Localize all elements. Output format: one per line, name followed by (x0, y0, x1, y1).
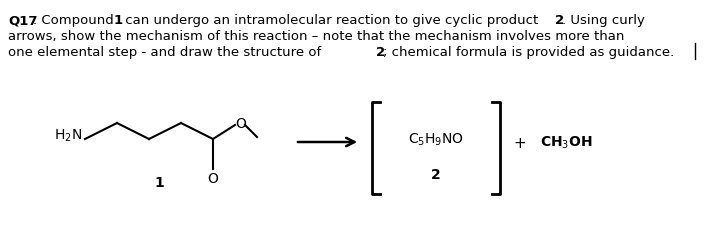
Text: CH$_3$OH: CH$_3$OH (540, 134, 592, 151)
Text: 2: 2 (376, 46, 385, 59)
Text: ; chemical formula is provided as guidance.: ; chemical formula is provided as guidan… (383, 46, 674, 59)
Text: +: + (513, 135, 527, 150)
Text: 2: 2 (555, 14, 564, 27)
Text: one elemental step - and draw the structure of: one elemental step - and draw the struct… (8, 46, 325, 59)
Text: 1: 1 (154, 175, 164, 189)
Text: arrows, show the mechanism of this reaction – note that the mechanism involves m: arrows, show the mechanism of this react… (8, 30, 624, 43)
Text: can undergo an intramolecular reaction to give cyclic product: can undergo an intramolecular reaction t… (121, 14, 542, 27)
Text: . Compound: . Compound (33, 14, 118, 27)
Text: O: O (208, 171, 218, 185)
Text: Q17: Q17 (8, 14, 37, 27)
Text: . Using curly: . Using curly (562, 14, 645, 27)
Text: H$_2$N: H$_2$N (54, 127, 82, 144)
Text: 1: 1 (114, 14, 123, 27)
Text: C$_5$H$_9$NO: C$_5$H$_9$NO (408, 131, 464, 148)
Text: O: O (235, 117, 246, 130)
Text: 2: 2 (431, 167, 441, 181)
